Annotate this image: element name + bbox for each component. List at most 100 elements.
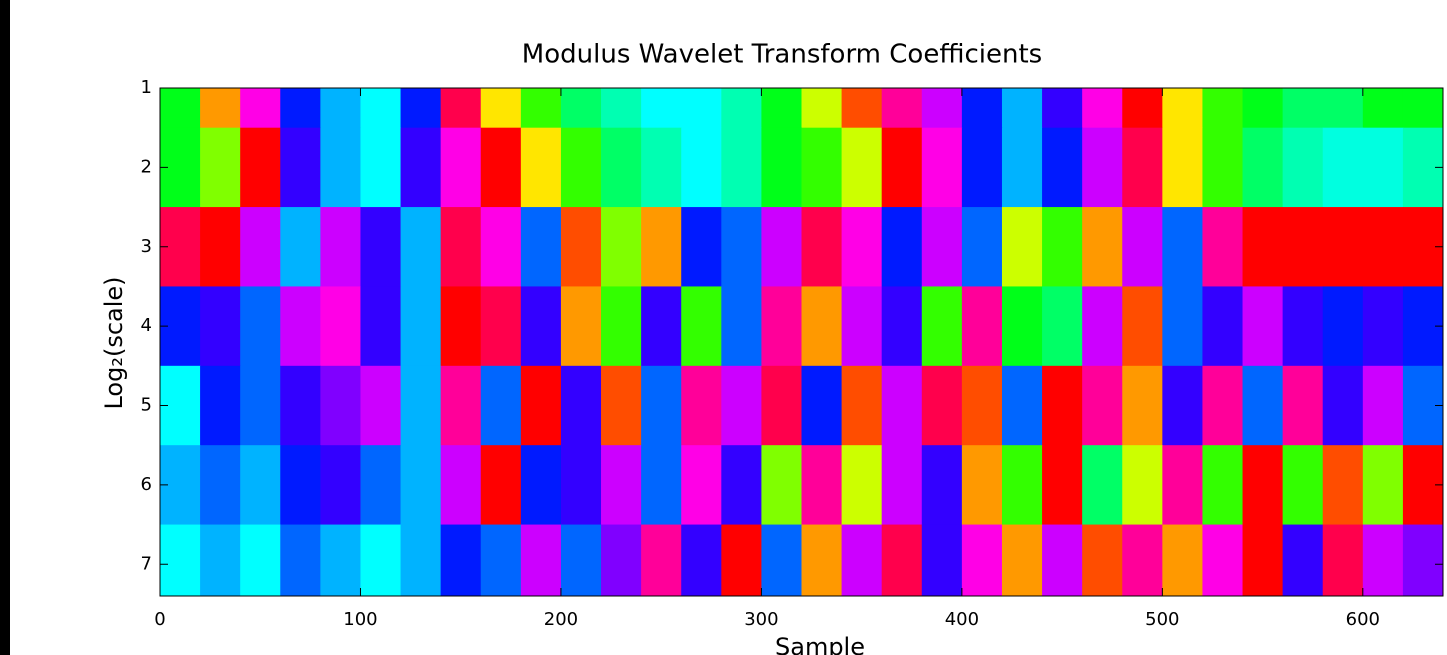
heatmap-cell [560,88,602,129]
heatmap-cell [601,127,642,208]
heatmap-cell [440,207,482,287]
heatmap-cell [881,524,923,596]
heatmap-cell [480,207,522,287]
heatmap-cell [1322,127,1364,208]
heatmap-cell [1042,88,1083,129]
heatmap-cell [961,88,1003,129]
heatmap-cell [841,524,883,596]
heatmap-cell [1122,127,1163,208]
heatmap-cell [1362,88,1404,129]
heatmap-cell [681,365,722,446]
heatmap-cell [520,365,562,446]
plot-frame [159,87,1444,597]
heatmap-cell [1242,286,1284,367]
heatmap-cell [1042,445,1083,526]
heatmap-cell [1162,127,1203,208]
heatmap-cell [360,365,402,446]
heatmap-cell [1322,524,1364,596]
heatmap-cell [1162,365,1203,446]
heatmap-cell [1362,127,1404,208]
heatmap-cell [1202,88,1244,129]
heatmap-cell [1162,88,1203,129]
heatmap-cell [1042,286,1083,367]
heatmap-cell [240,365,281,446]
heatmap-cell [681,524,722,596]
heatmap-cell [360,445,402,526]
heatmap-cell [1322,365,1364,446]
heatmap-cell [1122,286,1163,367]
heatmap-cell [641,127,682,208]
heatmap-cell [681,127,722,208]
heatmap-cell [320,207,361,287]
heatmap-cell [1362,445,1404,526]
heatmap-cell [440,445,482,526]
y-tick-label: 1 [141,77,152,98]
heatmap-cell [480,445,522,526]
heatmap-cell [520,445,562,526]
heatmap-cell [1402,88,1443,129]
heatmap-cell [841,286,883,367]
heatmap-cell [240,88,281,129]
x-tick-label: 100 [343,609,377,630]
heatmap-cell [480,286,522,367]
heatmap-cell [921,286,963,367]
y-tick-label: 2 [141,156,152,177]
heatmap-cell [560,365,602,446]
heatmap-cell [1122,445,1163,526]
heatmap-cell [721,365,762,446]
heatmap-cell [1162,286,1203,367]
heatmap-cell [200,365,241,446]
heatmap-cell [921,127,963,208]
heatmap-cell [801,445,843,526]
heatmap-cell [921,524,963,596]
heatmap-cell [801,524,843,596]
heatmap-cell [1242,365,1284,446]
heatmap-cell [641,88,682,129]
heatmap-cell [440,524,482,596]
heatmap-cell [881,127,923,208]
heatmap-cell [641,524,682,596]
heatmap-cell [1042,365,1083,446]
heatmap-cell [1001,524,1043,596]
heatmap-cell [881,365,923,446]
heatmap-cell [1322,286,1364,367]
heatmap-cell [641,445,682,526]
heatmap-cell [641,365,682,446]
heatmap-cell [360,88,402,129]
heatmap-cell [641,207,682,287]
heatmap-cell [1082,286,1123,367]
heatmap-cell [1202,524,1244,596]
heatmap-cell [1242,127,1284,208]
heatmap-cell [1322,207,1364,287]
heatmap-cell [1242,88,1284,129]
heatmap-cell [721,524,762,596]
y-tick-label: 4 [141,315,152,336]
heatmap-cell [400,127,442,208]
heatmap-cell [520,524,562,596]
heatmap-cell [240,445,281,526]
heatmap-cell [841,365,883,446]
y-tick-label: 3 [141,236,152,257]
y-tick-label: 6 [141,474,152,495]
heatmap-cell [1322,445,1364,526]
heatmap-cell [1282,207,1324,287]
heatmap-cell [761,207,802,287]
heatmap-cell [801,207,843,287]
heatmap-cell [801,365,843,446]
heatmap-cell [320,445,361,526]
heatmap-cell [480,127,522,208]
heatmap-cell [761,286,802,367]
heatmap-cell [721,207,762,287]
heatmap-cell [921,88,963,129]
heatmap-cell [841,445,883,526]
heatmap-cell [200,445,241,526]
heatmap-cell [1242,445,1284,526]
heatmap-cell [240,524,281,596]
heatmap-cell [480,524,522,596]
y-axis-label: Log₂(scale) [100,276,128,409]
heatmap-cell [961,445,1003,526]
heatmap-cell [440,127,482,208]
heatmap-cell [1122,365,1163,446]
heatmap-cell [1001,286,1043,367]
heatmap-cell [400,365,442,446]
